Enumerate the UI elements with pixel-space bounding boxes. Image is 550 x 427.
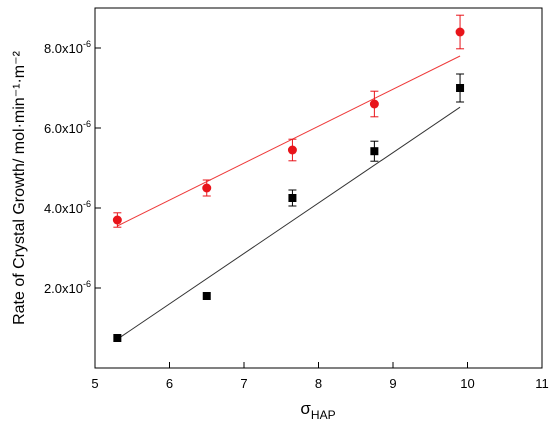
circle-point <box>369 99 379 109</box>
y-tick-mantissa: 6.0x10 <box>44 121 83 136</box>
data-points <box>112 27 465 342</box>
x-tick-label: 6 <box>166 376 173 391</box>
circle-point <box>287 145 297 155</box>
y-tick-mantissa: 8.0x10 <box>44 41 83 56</box>
y-tick-exponent: -6 <box>83 119 91 129</box>
square-point <box>456 84 465 92</box>
x-tick-label: 9 <box>389 376 396 391</box>
y-tick-label: 2.0x10-6 <box>44 279 91 296</box>
y-tick-exponent: -6 <box>83 279 91 289</box>
x-tick-label: 8 <box>315 376 322 391</box>
fit-line <box>117 55 461 227</box>
y-tick-exponent: -6 <box>83 199 91 209</box>
y-axis-title: Rate of Crystal Growth/ mol·min⁻¹·m⁻² <box>11 50 28 324</box>
x-axis-title: σHAP <box>300 399 335 422</box>
square-point <box>288 194 297 202</box>
circle-point <box>112 215 122 225</box>
fit-lines <box>117 55 461 340</box>
axis-ticks: 5 6 7 8 9 10 112.0x10-64.0x10-66.0x10-68.0x10-… <box>44 39 549 391</box>
x-axis-title-main: σ <box>300 399 311 418</box>
y-tick-label: 8.0x10-6 <box>44 39 91 56</box>
square-point <box>113 334 122 342</box>
x-tick-label: 5 <box>91 376 98 391</box>
x-axis-title-sub: HAP <box>311 408 336 422</box>
fit-line <box>117 106 461 340</box>
circle-point <box>455 27 465 37</box>
x-tick-label: 10 <box>460 376 474 391</box>
plot-frame <box>94 7 543 369</box>
y-tick-label: 4.0x10-6 <box>44 199 91 216</box>
y-tick-mantissa: 2.0x10 <box>44 281 83 296</box>
y-tick-exponent: -6 <box>83 39 91 49</box>
square-point <box>370 147 379 156</box>
y-tick-mantissa: 4.0x10 <box>44 201 83 216</box>
x-tick-label: 11 <box>535 376 549 391</box>
square-point <box>202 292 211 300</box>
y-tick-label: 6.0x10-6 <box>44 119 91 136</box>
circle-point <box>202 183 212 193</box>
x-tick-label: 7 <box>240 376 247 391</box>
